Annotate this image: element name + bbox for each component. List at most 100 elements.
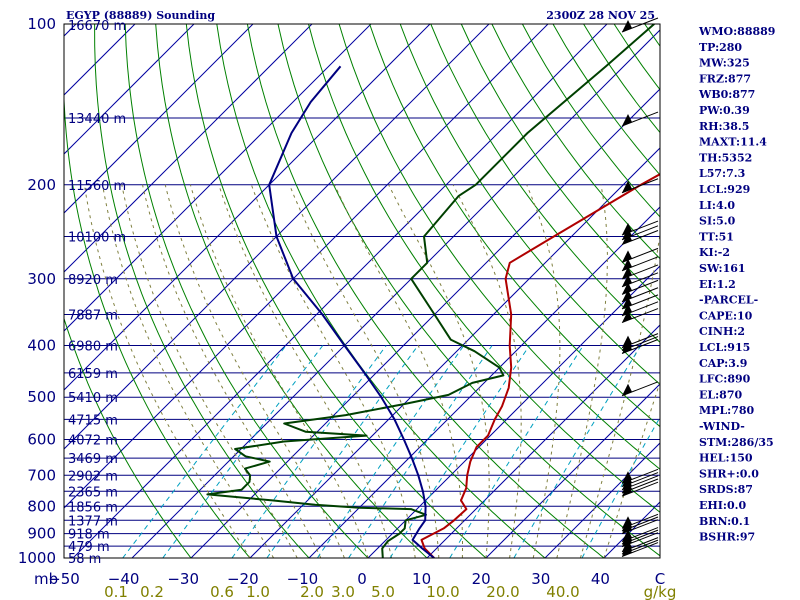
height-label: 1377 m [68, 514, 118, 529]
sounding-index-line: HEL:150 [699, 452, 753, 465]
temperature-axis-labels: −50 −40 −30 −20 −10 0 10 20 30 40 C [48, 570, 665, 588]
mixing-ratio-label: 10.0 [426, 583, 459, 600]
moist-adiabat-line [142, 184, 322, 558]
sounding-series-line-3 [268, 65, 435, 558]
dry-adiabat-line [64, 316, 192, 558]
wind-barb-pennant [622, 114, 632, 127]
sounding-index-line: -PARCEL- [699, 294, 758, 307]
sounding-index-line: RH:38.5 [699, 120, 749, 133]
wind-barb-pennant [622, 289, 632, 302]
temperature-tick-label: −20 [227, 570, 259, 588]
wind-barb [621, 339, 659, 354]
wind-barb-pennant [622, 310, 632, 323]
sounding-index-line: BRN:0.1 [699, 515, 750, 528]
isotherm-line [249, 147, 660, 558]
temperature-tick-label: 20 [472, 570, 491, 588]
mixing-ratio-label: 1.0 [246, 583, 270, 600]
sounding-index-line: BSHR:97 [699, 531, 755, 544]
height-label: 6159 m [68, 367, 118, 382]
sounding-index-line: LCL:929 [699, 183, 750, 196]
sounding-index-line: CINH:2 [699, 325, 745, 338]
moist-adiabat-line [388, 184, 490, 558]
sounding-index-line: LCL:915 [699, 341, 750, 354]
wind-barb-pennant [622, 20, 632, 32]
wind-barb-staff [621, 230, 659, 245]
isotherm-line [64, 24, 372, 332]
sounding-index-line: CAPE:10 [699, 309, 753, 322]
dry-adiabat-line [369, 24, 660, 428]
temperature-tick-label: C [655, 570, 665, 588]
dry-adiabat-line [185, 24, 487, 558]
isotherm-line [308, 206, 660, 558]
dry-adiabat-line [308, 24, 660, 513]
pressure-tick-label: 1000 [18, 549, 56, 567]
mixing-ratio-label: 0.6 [210, 583, 234, 600]
wind-barb-staff [621, 381, 659, 397]
height-label: 4072 m [68, 434, 118, 449]
moist-adiabat-line [556, 184, 608, 558]
sounding-index-line: FRZ:877 [699, 72, 751, 85]
wind-barb-pennant [622, 180, 632, 193]
sounding-index-line: STM:286/35 [699, 436, 774, 449]
mixing-ratio-line [266, 345, 419, 558]
sounding-indices-panel: WMO:88889 TP:280 MW:325 FRZ:877 WB0:877 PW:0.… [698, 25, 775, 544]
moist-adiabat-line [526, 184, 561, 558]
sounding-index-line: SI:5.0 [699, 215, 736, 228]
moist-adiabat-line [83, 184, 251, 558]
sounding-index-line: WMO:88889 [698, 25, 775, 38]
temperature-tick-label: −50 [48, 570, 80, 588]
height-label: 4715 m [68, 413, 118, 428]
plot-frame [63, 23, 661, 559]
dry-adiabat-line [246, 24, 605, 558]
isotherm-line [131, 29, 660, 558]
isotherm-line [72, 24, 608, 558]
wind-barb-pennant [622, 521, 632, 534]
wind-barb-staff [621, 481, 659, 497]
isotherm-line [64, 24, 313, 273]
sounding-index-line: SHR+:0.0 [699, 467, 759, 480]
mixing-ratio-label: 20.0 [486, 583, 519, 600]
wind-barb-staff [621, 542, 659, 557]
height-label: 3469 m [68, 452, 118, 467]
sounding-index-line: EL:870 [699, 388, 742, 401]
pressure-tick-label: 900 [27, 525, 56, 543]
chart-title: EGYP (88889) Sounding [66, 9, 215, 22]
dry-adiabat-line [430, 24, 660, 344]
wind-barb [621, 542, 659, 557]
sounding-index-line: MPL:780 [699, 404, 755, 417]
sounding-index-line: TH:5352 [699, 151, 752, 164]
sounding-index-line: TP:280 [699, 41, 742, 54]
sounding-index-line: L57:7.3 [699, 167, 745, 180]
mixing-ratio-line [348, 345, 493, 558]
sounding-index-line: KI:-2 [699, 246, 730, 259]
isotherm-line [64, 24, 490, 450]
mixing-ratio-line [122, 345, 287, 558]
wind-barb-staff [621, 17, 659, 33]
wind-barb-pennant [622, 250, 632, 263]
wind-barb-pennant [622, 274, 632, 287]
moist-adiabat-line [452, 184, 522, 558]
dry-adiabat-line [338, 24, 660, 470]
dry-adiabat-line [64, 24, 251, 558]
dry-adiabat-line [460, 24, 660, 302]
wind-barb [621, 17, 659, 33]
isotherm-line [485, 383, 660, 558]
sounding-index-line: CAP:3.9 [699, 357, 747, 370]
moist-adiabat-line [289, 184, 440, 558]
sounding-index-line: MW:325 [699, 57, 750, 70]
moist-adiabat-line [189, 184, 369, 558]
wind-barb-pennant [622, 544, 632, 557]
moist-adiabat-line [164, 184, 345, 558]
temperature-tick-label: −30 [167, 570, 199, 588]
isotherm-line [544, 442, 660, 558]
mixing-ratio-line [389, 345, 530, 558]
isotherm-line [64, 24, 549, 509]
height-label: 5410 m [68, 391, 118, 406]
mixing-ratio-line [449, 345, 584, 558]
sounding-index-line: TT:51 [699, 230, 734, 243]
wind-barb-staff [621, 178, 659, 194]
sounding-index-line: PW:0.39 [699, 104, 750, 117]
height-label: 479 m [68, 540, 110, 555]
sounding-index-line: WB0:877 [698, 88, 755, 101]
